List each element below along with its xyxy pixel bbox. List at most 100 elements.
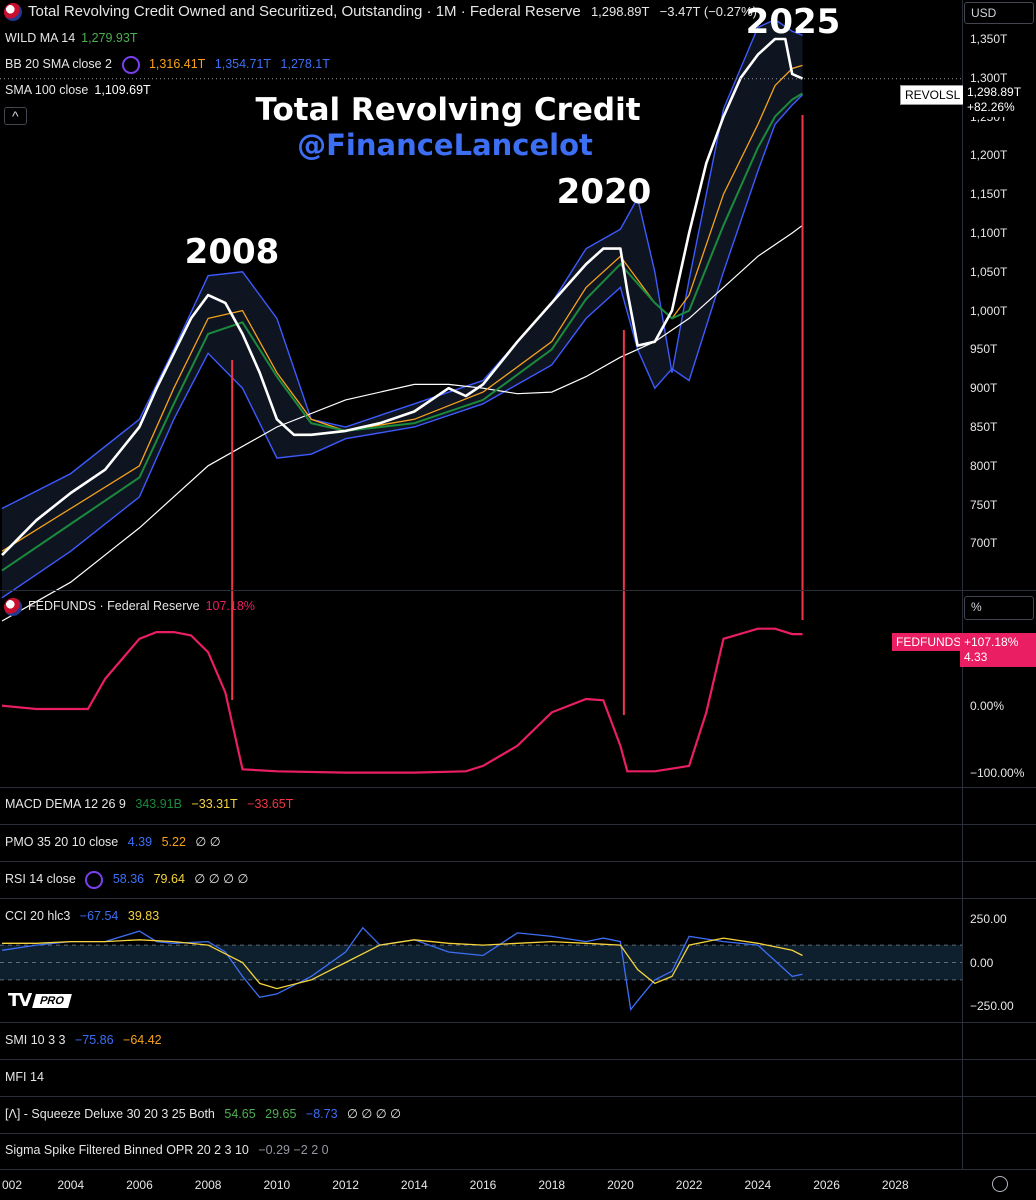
time-axis-tick: 2018: [538, 1178, 566, 1192]
sma-legend[interactable]: SMA 100 close 1,109.69T: [5, 83, 157, 97]
revolsl-tag: REVOLSL: [900, 85, 966, 105]
last-price: 1,298.89T: [590, 4, 650, 19]
fedfunds-value: 4.33: [964, 650, 988, 664]
pane-separator: [0, 1169, 1036, 1170]
time-axis-tick: 2004: [57, 1178, 85, 1192]
cci-axis-tick: 0.00: [970, 955, 994, 970]
time-axis-tick: 2016: [469, 1178, 497, 1192]
sma-name: SMA 100 close: [5, 83, 89, 97]
pane-separator: [0, 824, 1036, 825]
fedfunds-pct: +107.18%: [964, 635, 1019, 649]
squeeze-legend[interactable]: [Λ] - Squeeze Deluxe 30 20 3 25 Both 54.…: [5, 1106, 407, 1121]
time-axis-tick: 2008: [194, 1178, 222, 1192]
fedfunds-price-badge: +107.18% 4.33: [960, 633, 1036, 667]
rsi-name: RSI 14 close: [5, 872, 76, 887]
pmo-name: PMO 35 20 10 close: [5, 835, 119, 849]
price-axis-separator: [962, 0, 963, 1170]
pane-separator: [0, 1133, 1036, 1134]
refresh-icon[interactable]: [121, 56, 140, 74]
tv-logo-icon: TV: [8, 990, 32, 1011]
fedfunds-legend[interactable]: FEDFUNDS · Federal Reserve 107.18%: [4, 598, 261, 616]
smi-value-1: −75.86: [74, 1033, 114, 1047]
settings-gear-icon[interactable]: [992, 1176, 1008, 1192]
macd-legend[interactable]: MACD DEMA 12 26 9 343.91B −33.31T −33.65…: [5, 797, 299, 811]
smi-legend[interactable]: SMI 10 3 3 −75.86 −64.42: [5, 1033, 168, 1047]
pane-separator: [0, 1059, 1036, 1060]
rsi-value-2: 79.64: [153, 872, 185, 887]
smi-name: SMI 10 3 3: [5, 1033, 66, 1047]
pane-separator: [0, 1022, 1036, 1023]
percent-scale-button[interactable]: %: [964, 596, 1034, 620]
sma-value: 1,109.69T: [94, 83, 151, 97]
cci-pane: [0, 926, 962, 1012]
label-2020: 2020: [556, 172, 652, 212]
bb-lower-line: [1, 94, 803, 599]
label-2008: 2008: [184, 232, 280, 272]
bb-upper-value: 1,354.71T: [214, 57, 272, 72]
cci-legend[interactable]: CCI 20 hlc3 −67.54 39.83: [5, 909, 165, 923]
pane-separator: [0, 861, 1036, 862]
price-change: −3.47T (−0.27%): [659, 4, 757, 19]
main-price-pane: [0, 18, 962, 715]
symbol-legend[interactable]: Total Revolving Credit Owned and Securit…: [4, 3, 763, 22]
revolsl-pct: +82.26%: [967, 100, 1015, 114]
pane-separator: [0, 1096, 1036, 1097]
fedfunds-pane: [1, 627, 803, 774]
time-axis-tick: 2006: [126, 1178, 153, 1192]
pmo-value-2: 5.22: [161, 835, 186, 849]
price-axis-tick: 700T: [970, 536, 998, 551]
revolsl-price-line: [1, 37, 804, 557]
cci-value-2: 39.83: [127, 909, 160, 923]
price-axis-tick: 850T: [970, 420, 998, 435]
time-axis-tick: 2012: [332, 1178, 359, 1192]
bb-basis-line: [1, 64, 803, 552]
time-axis-tick: 2014: [400, 1178, 428, 1192]
price-axis-tick: 1,050T: [970, 264, 1008, 279]
price-axis-tick: 1,000T: [970, 303, 1008, 318]
mfi-name: MFI 14: [5, 1070, 44, 1084]
macd-value-2: −33.31T: [191, 797, 238, 811]
currency-button[interactable]: USD: [964, 2, 1034, 24]
cci-ma-line: [2, 937, 803, 990]
pmo-value-3: ∅ ∅: [195, 835, 221, 849]
squeeze-value-3: −8.73: [305, 1107, 338, 1121]
pmo-value-1: 4.39: [127, 835, 153, 849]
wild-ma-legend[interactable]: WILD MA 14 1,279.93T: [5, 31, 143, 45]
mfi-legend[interactable]: MFI 14: [5, 1070, 50, 1084]
bb-name: BB 20 SMA close 2: [5, 57, 113, 72]
sma-100-line: [1, 224, 803, 622]
us-flag-icon: [4, 598, 22, 616]
sigma-values: −0.29 −2 2 0: [258, 1143, 329, 1157]
time-axis-tick: 2020: [607, 1178, 634, 1192]
price-axis-tick: 750T: [970, 497, 998, 512]
price-axis-tick: 900T: [970, 381, 998, 396]
wild-ma-value: 1,279.93T: [81, 31, 138, 45]
price-axis-tick: 1,350T: [970, 32, 1008, 47]
cci-axis-tick: −250.00: [970, 999, 1014, 1014]
squeeze-value-4: ∅ ∅ ∅ ∅: [347, 1107, 402, 1121]
time-axis-tick: 2024: [744, 1178, 772, 1192]
sigma-legend[interactable]: Sigma Spike Filtered Binned OPR 20 2 3 1…: [5, 1143, 335, 1157]
bb-legend[interactable]: BB 20 SMA close 2 1,316.41T 1,354.71T 1,…: [5, 56, 336, 74]
sigma-name: Sigma Spike Filtered Binned OPR 20 2 3 1…: [5, 1143, 249, 1157]
author-handle-annotation: @FinanceLancelot: [297, 128, 593, 162]
macd-name: MACD DEMA 12 26 9: [5, 797, 126, 811]
squeeze-name: [Λ] - Squeeze Deluxe 30 20 3 25 Both: [5, 1107, 215, 1121]
squeeze-value-2: 29.65: [265, 1107, 297, 1121]
collapse-legend-button[interactable]: ^: [4, 107, 27, 125]
bb-basis-value: 1,316.41T: [148, 57, 206, 72]
bollinger-band-fill: [2, 19, 803, 598]
price-axis-tick: 1,300T: [970, 70, 1008, 85]
tradingview-logo[interactable]: TV PRO: [8, 990, 72, 1011]
macd-value-3: −33.65T: [247, 797, 294, 811]
time-axis-tick: 2010: [263, 1178, 291, 1192]
refresh-icon[interactable]: [85, 871, 104, 889]
fedfunds-axis-tick: 0.00%: [970, 698, 1005, 713]
rsi-legend[interactable]: RSI 14 close 58.36 79.64 ∅ ∅ ∅ ∅: [5, 871, 254, 889]
time-axis-tick: 2022: [675, 1178, 703, 1192]
symbol-title: Total Revolving Credit Owned and Securit…: [28, 3, 581, 20]
pmo-legend[interactable]: PMO 35 20 10 close 4.39 5.22 ∅ ∅: [5, 834, 227, 849]
pane-separator: [0, 590, 1036, 591]
cci-value-1: −67.54: [79, 909, 119, 923]
